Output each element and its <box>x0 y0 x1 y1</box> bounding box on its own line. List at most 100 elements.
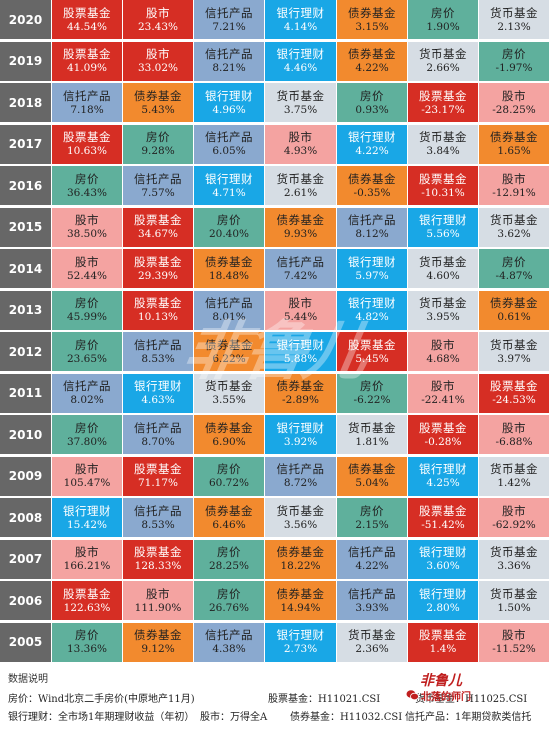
asset-return: -23.17% <box>421 103 465 116</box>
asset-return: 5.56% <box>426 228 460 240</box>
asset-name: 信托产品 <box>348 586 396 601</box>
year-label: 2005 <box>0 622 52 663</box>
asset-cell: 银行理财 4.25% <box>408 456 479 497</box>
asset-return: 3.97% <box>497 352 531 365</box>
asset-name: 货币基金 <box>348 628 396 642</box>
asset-name: 股票基金 <box>63 586 111 601</box>
asset-name: 股票基金 <box>348 337 396 352</box>
asset-name: 房价 <box>217 545 241 559</box>
asset-return: 71.17% <box>137 477 179 489</box>
year-row: 2007 股市 166.21% 股票基金 128.33% 房价 28.25% 债券基金 18.2… <box>0 539 550 580</box>
returns-table: 2020 股票基金 44.54% 股市 23.43% 信托产品 7.21% 银行理财 4.14%… <box>0 0 550 663</box>
asset-return: 0.61% <box>497 311 531 323</box>
note-bank: 银行理财：全市场1年期理财收益（年初） <box>8 712 195 723</box>
asset-return: 6.05% <box>212 145 246 157</box>
asset-return: 14.94% <box>280 601 321 614</box>
asset-return: 18.22% <box>280 560 321 572</box>
asset-name: 房价 <box>75 296 99 310</box>
asset-cell: 股票基金 -51.42% <box>408 498 479 538</box>
year-label: 2011 <box>0 373 52 414</box>
asset-cell: 股票基金 71.17% <box>123 456 194 497</box>
asset-cell: 信托产品 7.57% <box>123 166 194 206</box>
asset-name: 股票基金 <box>134 462 182 476</box>
asset-return: -12.91% <box>492 186 536 199</box>
asset-name: 信托产品 <box>205 130 253 144</box>
asset-name: 房价 <box>502 47 526 61</box>
asset-name: 股票基金 <box>419 628 467 642</box>
asset-cell: 货币基金 3.97% <box>479 332 550 372</box>
asset-cell: 股票基金 44.54% <box>52 0 123 40</box>
asset-name: 信托产品 <box>134 337 182 352</box>
data-notes: 数据说明 房价：Wind北京二手房价(中原地产11月) 股票基金：H11021.… <box>0 668 550 735</box>
year-row: 2005 房价 13.36% 债券基金 9.12% 信托产品 4.38% 银行理财 2.73% 货… <box>0 622 550 663</box>
asset-cell: 信托产品 7.18% <box>52 83 123 123</box>
asset-cell: 银行理财 4.71% <box>194 166 265 206</box>
asset-name: 银行理财 <box>348 130 396 144</box>
asset-cell: 信托产品 8.21% <box>194 41 265 82</box>
asset-name: 货币基金 <box>205 379 253 393</box>
asset-name: 股市 <box>288 296 313 310</box>
asset-return: 29.39% <box>137 269 179 282</box>
asset-return: 23.65% <box>66 352 108 365</box>
asset-return: 4.22% <box>355 560 389 572</box>
asset-return: 2.80% <box>426 601 460 614</box>
asset-return: 8.12% <box>355 228 389 240</box>
asset-cell: 股票基金 10.13% <box>123 290 194 331</box>
asset-name: 债券基金 <box>348 462 396 476</box>
asset-return: 23.43% <box>137 20 179 33</box>
asset-return: -1.97% <box>495 62 533 74</box>
year-label: 2010 <box>0 415 52 455</box>
asset-return: 2.36% <box>355 643 389 655</box>
asset-name: 信托产品 <box>276 462 325 476</box>
asset-name: 银行理财 <box>348 254 396 269</box>
year-row: 2015 股市 38.50% 股票基金 34.67% 房价 20.40% 债券基金 9.93% 信… <box>0 207 550 248</box>
asset-name: 股票基金 <box>134 545 182 559</box>
asset-name: 房价 <box>360 503 384 518</box>
asset-name: 银行理财 <box>419 545 467 559</box>
asset-return: 166.21% <box>63 560 111 572</box>
asset-cell: 房价 26.76% <box>194 581 265 621</box>
asset-return: 9.28% <box>141 145 175 157</box>
asset-return: -51.42% <box>421 518 465 531</box>
asset-name: 债券基金 <box>205 503 253 518</box>
asset-cell: 银行理财 4.96% <box>194 83 265 123</box>
asset-cell: 信托产品 8.53% <box>123 332 194 372</box>
asset-cell: 债券基金 9.12% <box>123 622 194 663</box>
asset-return: 60.72% <box>208 477 250 489</box>
asset-cell: 股票基金 10.63% <box>52 124 123 165</box>
asset-cell: 股票基金 5.45% <box>337 332 408 372</box>
asset-return: 4.38% <box>212 643 246 655</box>
asset-return: 5.04% <box>355 477 389 489</box>
asset-name: 银行理财 <box>276 420 325 435</box>
asset-cell: 股票基金 29.39% <box>123 249 194 289</box>
asset-return: 8.53% <box>141 518 175 531</box>
asset-name: 银行理财 <box>276 5 325 20</box>
asset-return: -2.89% <box>282 394 319 406</box>
asset-return: 3.62% <box>497 228 531 240</box>
asset-cell: 银行理财 3.60% <box>408 539 479 580</box>
asset-cell: 信托产品 8.12% <box>337 207 408 248</box>
asset-name: 股市 <box>431 337 455 352</box>
asset-return: 52.44% <box>66 269 108 282</box>
asset-return: 111.90% <box>134 601 182 614</box>
asset-return: 5.43% <box>141 103 175 116</box>
asset-name: 债券基金 <box>134 88 182 103</box>
asset-name: 房价 <box>502 254 526 269</box>
note-money-fund: 货币基金：H11025.CSI <box>415 694 528 705</box>
asset-return: 2.15% <box>355 518 389 531</box>
asset-return: 9.12% <box>141 643 175 655</box>
asset-name: 股市 <box>288 130 313 144</box>
year-label: 2020 <box>0 0 52 40</box>
asset-return: -24.53% <box>492 394 536 406</box>
asset-name: 信托产品 <box>276 254 325 269</box>
asset-name: 货币基金 <box>276 88 325 103</box>
asset-cell: 房价 60.72% <box>194 456 265 497</box>
asset-cell: 股票基金 122.63% <box>52 581 123 621</box>
asset-cell: 债券基金 6.90% <box>194 415 265 455</box>
asset-return: 6.46% <box>212 518 246 531</box>
asset-name: 股票基金 <box>63 47 111 61</box>
asset-name: 股票基金 <box>134 254 182 269</box>
asset-cell: 股票基金 34.67% <box>123 207 194 248</box>
asset-cell: 信托产品 7.42% <box>265 249 337 289</box>
asset-return: 13.36% <box>66 643 108 655</box>
